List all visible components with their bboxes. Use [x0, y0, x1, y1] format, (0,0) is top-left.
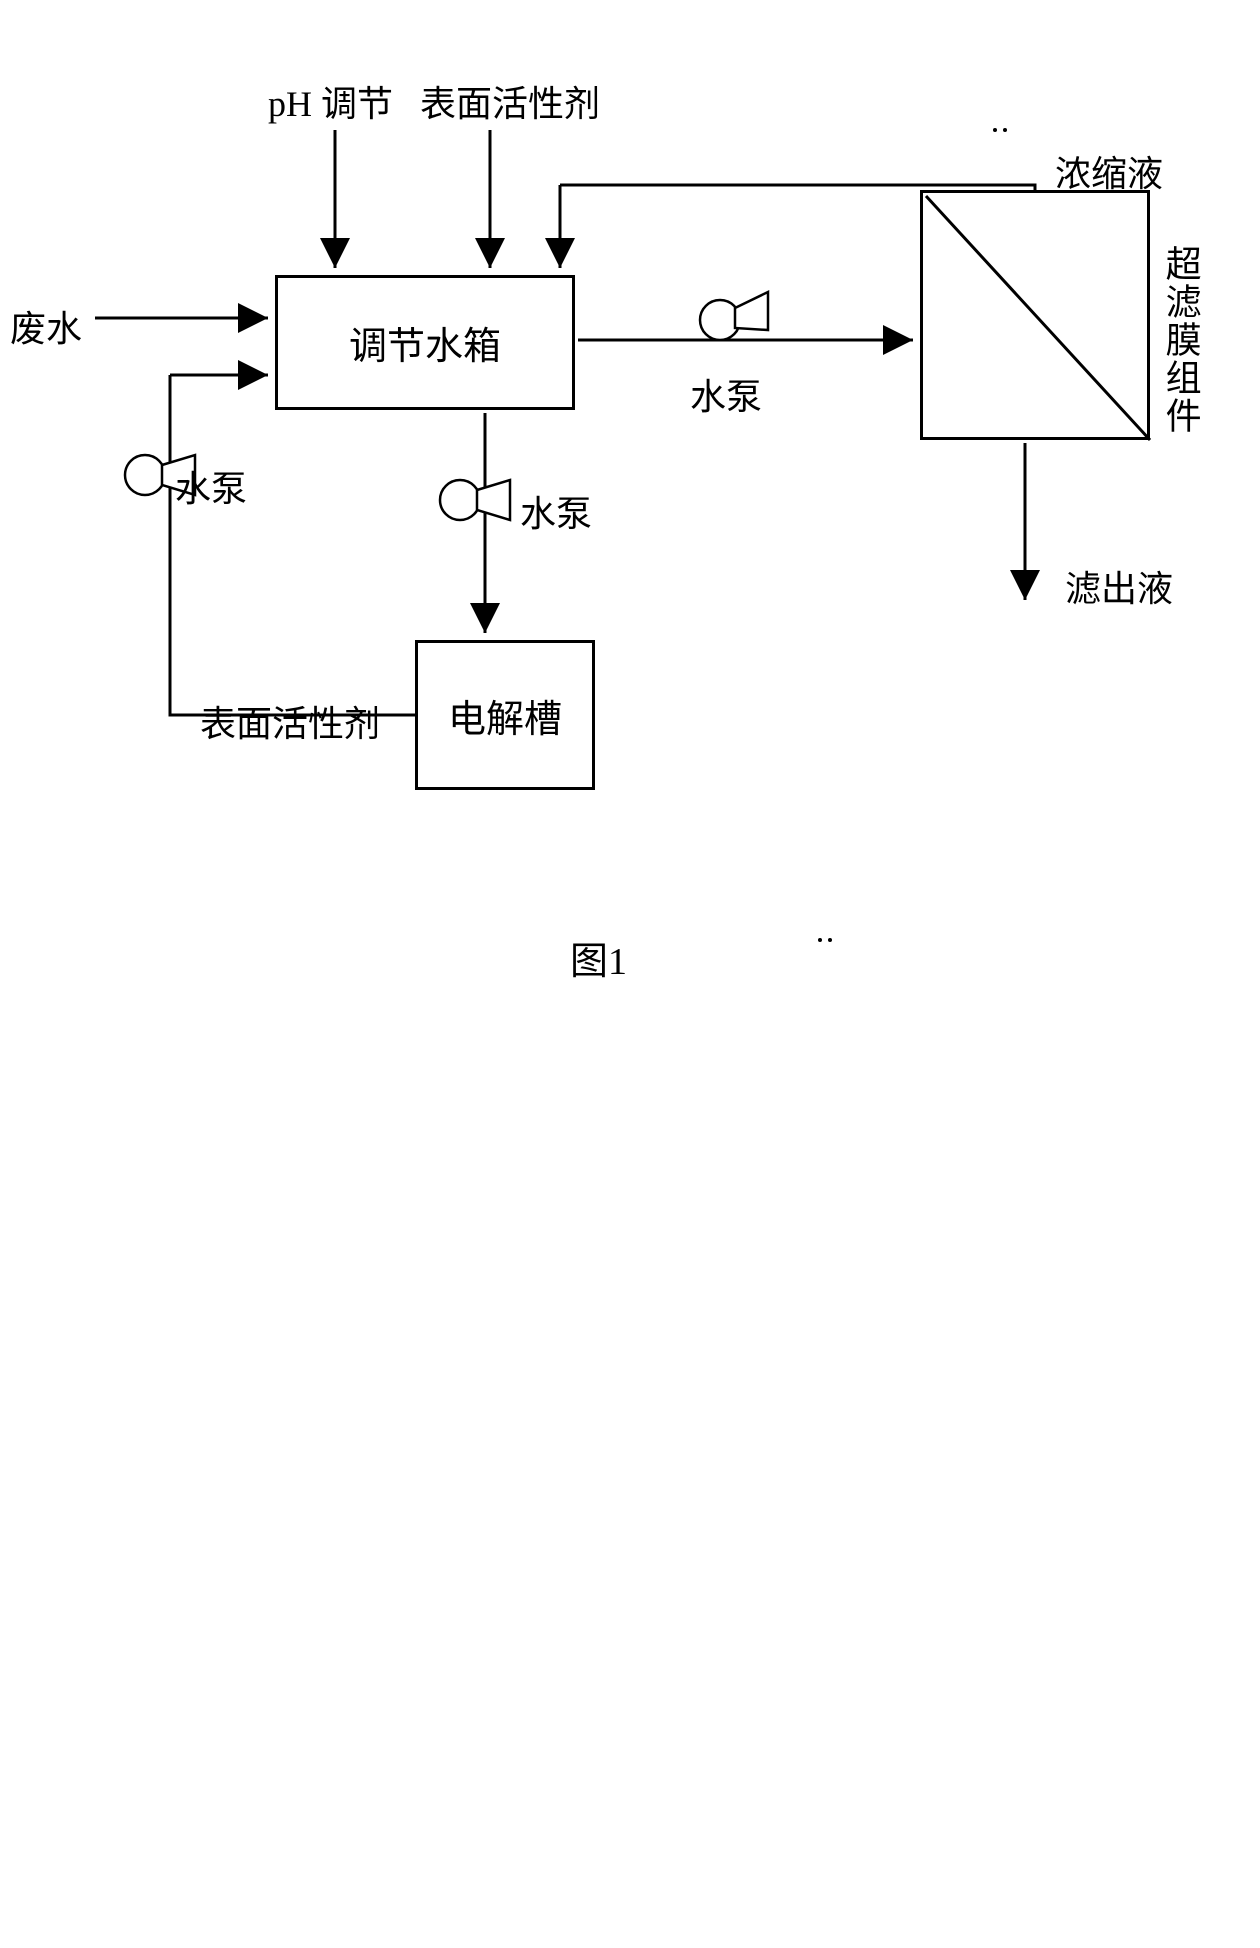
figure-caption: 图1: [570, 930, 627, 985]
process-flow-diagram: 调节水箱 电解槽: [0, 0, 1260, 1000]
wastewater-label: 废水: [10, 300, 82, 352]
ph-adjust-label: pH 调节: [268, 75, 393, 127]
uf-module-label: 超滤膜组件: [1160, 245, 1200, 435]
pump-mid-label: 水泵: [690, 368, 762, 420]
pump-mid-icon: [700, 292, 768, 340]
uf-module-box: [920, 190, 1150, 440]
filtrate-label: 滤出液: [1065, 560, 1173, 612]
surfactant-left-label: 表面活性剂: [200, 695, 380, 747]
concentrate-label: 浓缩液: [1055, 145, 1163, 197]
pump-down-icon: [440, 480, 510, 520]
adjustment-tank-box: 调节水箱: [275, 275, 575, 410]
pump-left-label: 水泵: [175, 460, 247, 512]
pump-down-label: 水泵: [520, 485, 592, 537]
electrolytic-cell-box: 电解槽: [415, 640, 595, 790]
surfactant-top-label: 表面活性剂: [420, 75, 600, 127]
electrolytic-cell-label: 电解槽: [448, 688, 562, 743]
adjustment-tank-label: 调节水箱: [349, 315, 501, 370]
